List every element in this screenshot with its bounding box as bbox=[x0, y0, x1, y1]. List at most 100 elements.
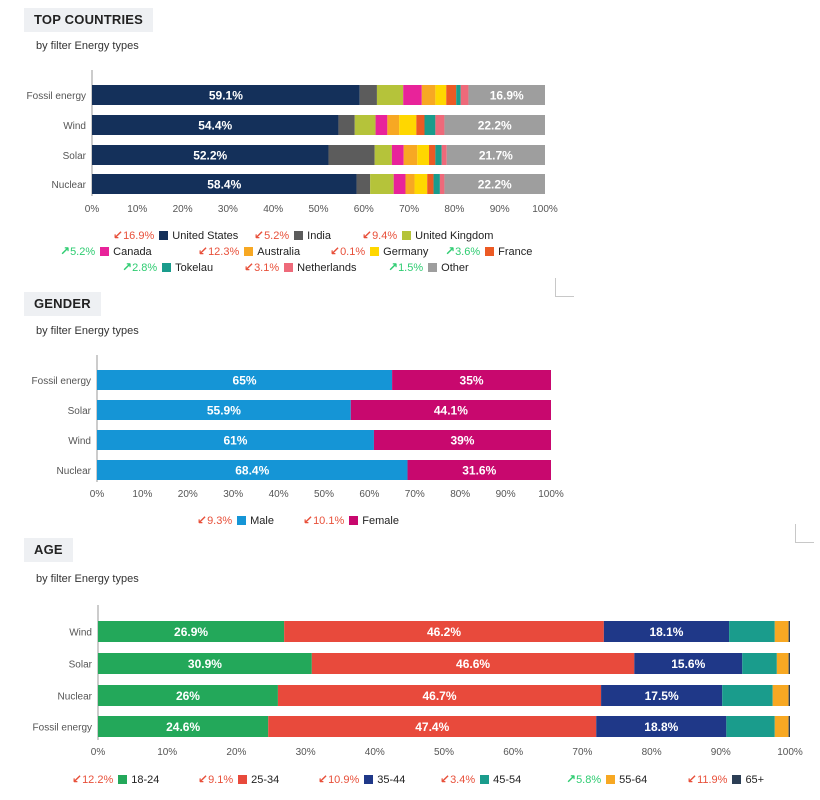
bar-data-label: 46.6% bbox=[456, 657, 490, 671]
gender-legend: ↙9.3% Male ↙10.1% Female bbox=[197, 513, 399, 527]
bar-segment bbox=[373, 430, 551, 450]
legend-item[interactable]: ↙0.1% Germany bbox=[330, 244, 428, 258]
legend-item[interactable]: ↙16.9% United States bbox=[113, 228, 238, 242]
bar-segment bbox=[98, 716, 269, 737]
legend-item[interactable]: ↙10.9% 35-44 bbox=[318, 772, 405, 786]
bar-segment bbox=[776, 653, 789, 674]
y-category-label: Fossil energy bbox=[32, 376, 91, 387]
bar-data-label: 58.4% bbox=[207, 178, 241, 192]
legend-item[interactable]: ↙3.1% Netherlands bbox=[244, 260, 356, 274]
legend-item[interactable]: ↙12.2% 18-24 bbox=[72, 772, 159, 786]
legend-change: ↙5.2% bbox=[254, 228, 289, 242]
bar-data-label: 47.4% bbox=[415, 720, 449, 734]
legend-item[interactable]: ↗5.8% 55-64 bbox=[566, 772, 647, 786]
legend-change-value: 10.9% bbox=[328, 774, 360, 786]
legend-change-value: 3.6% bbox=[455, 246, 481, 258]
bar-segment bbox=[788, 716, 790, 737]
bar-segment bbox=[98, 653, 312, 674]
bar-segment bbox=[403, 85, 422, 105]
gender-chart: 0% 10% 20% 30% 40% 50% 60% 70% 80% 90% 100% Fossil … bbox=[32, 355, 564, 500]
legend-item[interactable]: ↗3.6% France bbox=[445, 244, 532, 258]
bar-segment bbox=[742, 653, 777, 674]
x-tick-label: 20% bbox=[226, 747, 246, 758]
legend-item[interactable]: ↗1.5% Other bbox=[388, 260, 469, 274]
legend-swatch bbox=[294, 231, 304, 240]
legend-label: 25-34 bbox=[251, 774, 280, 786]
legend-item[interactable]: ↗2.8% Tokelau bbox=[122, 260, 213, 274]
bar-segment bbox=[421, 85, 436, 105]
bar-segment bbox=[468, 85, 545, 105]
bar-segment bbox=[439, 174, 445, 194]
legend-item[interactable]: ↙9.4% United Kingdom bbox=[362, 228, 493, 242]
arrow-down-left-icon: ↙ bbox=[303, 513, 314, 527]
legend-swatch bbox=[238, 775, 248, 784]
bar-segment bbox=[375, 115, 388, 135]
legend-item[interactable]: ↗5.2% Canada bbox=[60, 244, 152, 258]
legend-change-value: 5.2% bbox=[70, 246, 96, 258]
section-subtitle: by filter Energy types bbox=[36, 40, 139, 52]
arrow-down-left-icon: ↙ bbox=[330, 244, 341, 258]
bar-data-label: 59.1% bbox=[209, 89, 243, 103]
bar-data-label: 22.2% bbox=[478, 119, 512, 133]
legend-swatch bbox=[159, 231, 169, 240]
bar-data-label: 54.4% bbox=[198, 119, 232, 133]
legend-swatch bbox=[162, 263, 172, 272]
legend-swatch bbox=[118, 775, 128, 784]
bar-segment bbox=[311, 653, 635, 674]
legend-change: ↙9.3% bbox=[197, 513, 232, 527]
arrow-up-right-icon: ↗ bbox=[445, 244, 456, 258]
legend-change: ↙3.4% bbox=[440, 772, 475, 786]
bar-segment bbox=[407, 460, 551, 480]
x-tick-label: 10% bbox=[157, 747, 177, 758]
bar-data-label: 46.7% bbox=[422, 689, 456, 703]
bar-segment bbox=[97, 370, 393, 390]
legend-item[interactable]: ↙12.3% Australia bbox=[198, 244, 300, 258]
arrow-down-left-icon: ↙ bbox=[362, 228, 373, 242]
legend-change-value: 0.1% bbox=[340, 246, 366, 258]
legend-item[interactable]: ↙9.3% Male bbox=[197, 513, 274, 527]
section-title: AGE bbox=[24, 538, 73, 562]
legend-change: ↙11.9% bbox=[687, 772, 727, 786]
legend-item[interactable]: ↙10.1% Female bbox=[303, 513, 399, 527]
bar-segment bbox=[435, 145, 442, 165]
legend-item[interactable]: ↙9.1% 25-34 bbox=[198, 772, 279, 786]
legend-change-value: 1.5% bbox=[398, 262, 424, 274]
bar-segment bbox=[97, 460, 408, 480]
bar-segment bbox=[92, 85, 360, 105]
bar-segment bbox=[374, 145, 392, 165]
legend-change: ↗5.8% bbox=[566, 772, 601, 786]
bar-segment bbox=[356, 174, 371, 194]
arrow-down-left-icon: ↙ bbox=[318, 772, 329, 786]
legend-item[interactable]: ↙11.9% 65+ bbox=[687, 772, 764, 786]
bar-data-label: 39% bbox=[450, 434, 474, 448]
x-tick-label: 0% bbox=[85, 204, 100, 215]
countries-chart: 0% 10% 20% 30% 40% 50% 60% 70% 80% 90% 100% Fossil … bbox=[27, 70, 558, 215]
bar-segment bbox=[433, 174, 440, 194]
legend-change-value: 9.1% bbox=[208, 774, 234, 786]
x-tick-label: 70% bbox=[405, 489, 425, 500]
legend-swatch bbox=[370, 247, 380, 256]
x-tick-label: 70% bbox=[399, 204, 419, 215]
x-tick-label: 0% bbox=[90, 489, 105, 500]
bar-data-label: 17.5% bbox=[645, 689, 679, 703]
arrow-up-right-icon: ↗ bbox=[60, 244, 71, 258]
bar-segment bbox=[393, 174, 406, 194]
legend-item[interactable]: ↙3.4% 45-54 bbox=[440, 772, 521, 786]
bar-segment bbox=[456, 85, 461, 105]
legend-item[interactable]: ↙5.2% India bbox=[254, 228, 331, 242]
bar-segment bbox=[328, 145, 375, 165]
bar-data-label: 52.2% bbox=[193, 149, 227, 163]
bar-data-label: 31.6% bbox=[462, 464, 496, 478]
bar-data-label: 35% bbox=[460, 374, 484, 388]
arrow-down-left-icon: ↙ bbox=[113, 228, 124, 242]
x-tick-label: 90% bbox=[711, 747, 731, 758]
bar-data-label: 68.4% bbox=[235, 464, 269, 478]
bar-segment bbox=[788, 685, 790, 706]
bar-segment bbox=[429, 145, 436, 165]
bar-segment bbox=[97, 400, 351, 420]
bar-data-label: 18.1% bbox=[649, 625, 683, 639]
legend-swatch bbox=[606, 775, 616, 784]
bar-segment bbox=[92, 174, 357, 194]
bar-segment bbox=[774, 621, 789, 642]
x-tick-label: 0% bbox=[91, 747, 106, 758]
